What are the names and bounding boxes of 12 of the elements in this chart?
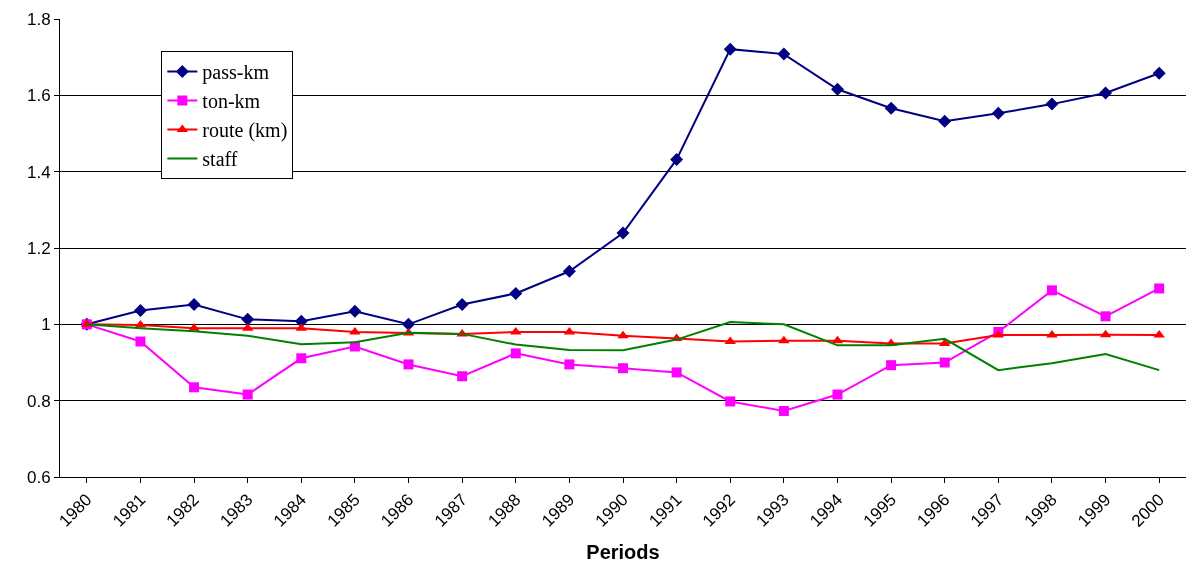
- y-tick-label: 0.8: [26, 391, 51, 411]
- x-axis-title: Periods: [586, 540, 660, 563]
- y-tick-label: 0.6: [26, 467, 51, 487]
- y-tick-label: 1.8: [26, 9, 51, 29]
- y-tick-label: 1: [41, 315, 51, 335]
- legend-label: ton-km: [202, 90, 261, 113]
- y-tick-label: 1.4: [26, 162, 51, 182]
- legend-label: staff: [202, 148, 238, 171]
- y-tick-label: 1.6: [26, 86, 51, 106]
- legend-label: pass-km: [202, 61, 270, 85]
- legend-label: route (km): [202, 119, 288, 143]
- y-tick-label: 1.2: [26, 238, 51, 258]
